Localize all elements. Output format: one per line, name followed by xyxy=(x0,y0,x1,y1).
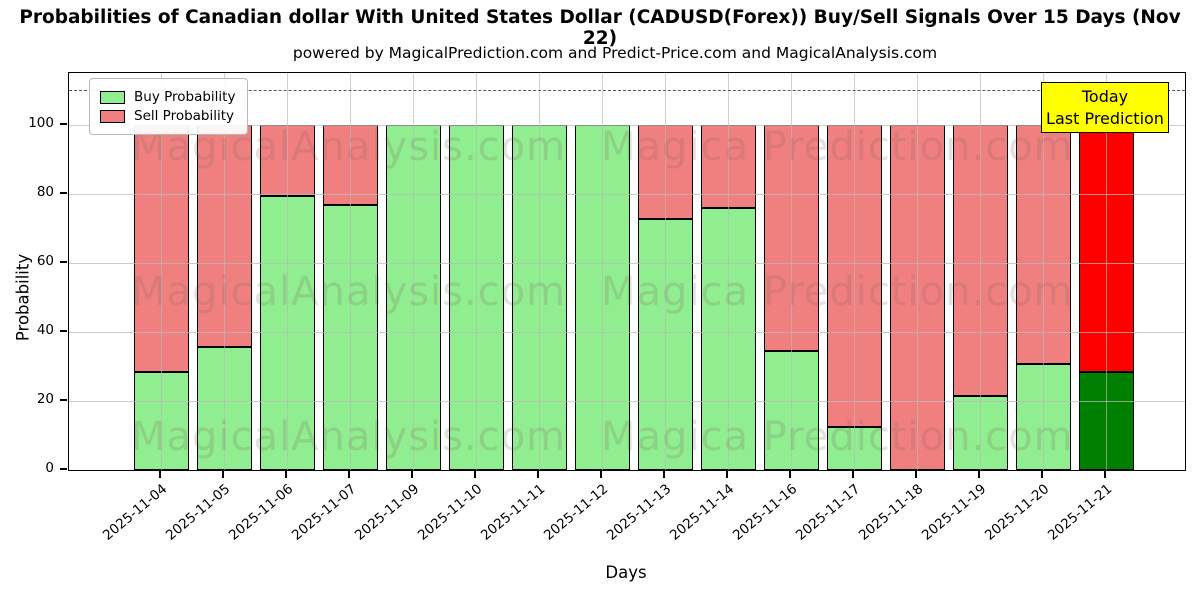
watermark-prediction-row1: Magica Prediction.com xyxy=(601,124,1074,170)
chart-title: Probabilities of Canadian dollar With Un… xyxy=(19,7,1181,49)
sell-swatch-icon xyxy=(100,109,125,123)
gridline-y-40 xyxy=(69,331,1185,333)
gridline-x-2025-11-21 xyxy=(1106,73,1107,470)
xtick-mark-2025-11-09 xyxy=(411,470,413,478)
xtick-mark-2025-11-19 xyxy=(978,470,980,478)
plot-area: MagicalAnalysis.com Magica Prediction.com… xyxy=(68,72,1186,471)
gridline-x-2025-11-19 xyxy=(980,73,981,470)
xtick-mark-2025-11-13 xyxy=(663,470,665,478)
xtick-mark-2025-11-04 xyxy=(159,470,161,478)
ytick-label-20: 20 xyxy=(36,390,54,407)
ytick-label-100: 100 xyxy=(28,114,54,131)
gridline-y-60 xyxy=(69,262,1185,264)
legend-item-buy: Buy Probability xyxy=(100,89,235,105)
gridline-x-2025-11-11 xyxy=(539,73,540,470)
ytick-label-40: 40 xyxy=(36,321,54,338)
gridline-x-2025-11-09 xyxy=(413,73,414,470)
legend-label-sell: Sell Probability xyxy=(134,108,235,124)
legend: Buy Probability Sell Probability xyxy=(89,78,249,135)
ytick-mark-60 xyxy=(60,261,67,263)
gridline-x-2025-11-18 xyxy=(917,73,918,470)
xtick-mark-2025-11-05 xyxy=(222,470,224,478)
xtick-mark-2025-11-20 xyxy=(1041,470,1043,478)
chart-subtitle: powered by MagicalPrediction.com and Pre… xyxy=(292,44,938,62)
legend-item-sell: Sell Probability xyxy=(100,108,235,124)
xtick-mark-2025-11-14 xyxy=(726,470,728,478)
xtick-mark-2025-11-07 xyxy=(348,470,350,478)
gridline-x-2025-11-07 xyxy=(350,73,351,470)
gridline-x-2025-11-20 xyxy=(1043,73,1044,470)
ytick-mark-80 xyxy=(60,192,67,194)
buy-swatch-icon xyxy=(100,90,125,104)
xtick-mark-2025-11-10 xyxy=(474,470,476,478)
gridline-x-2025-11-14 xyxy=(728,73,729,470)
y-axis-title: Probability xyxy=(13,253,33,342)
ytick-label-80: 80 xyxy=(36,183,54,200)
gridline-x-2025-11-12 xyxy=(602,73,603,470)
legend-label-buy: Buy Probability xyxy=(134,89,236,105)
today-annotation-line1: Today xyxy=(1081,87,1129,106)
watermark-prediction-row2: Magica Prediction.com xyxy=(601,269,1074,315)
xtick-mark-2025-11-06 xyxy=(285,470,287,478)
ytick-mark-100 xyxy=(60,123,67,125)
gridline-y-80 xyxy=(69,193,1185,195)
gridline-x-2025-11-13 xyxy=(665,73,666,470)
xtick-mark-2025-11-11 xyxy=(537,470,539,478)
gridline-x-2025-11-06 xyxy=(287,73,288,470)
gridline-x-2025-11-10 xyxy=(476,73,477,470)
ytick-label-60: 60 xyxy=(36,252,54,269)
gridline-x-2025-11-16 xyxy=(791,73,792,470)
today-annotation-box: Today Last Prediction xyxy=(1041,82,1169,134)
xtick-mark-2025-11-21 xyxy=(1104,470,1106,478)
gridline-x-2025-11-05 xyxy=(224,73,225,470)
gridline-x-2025-11-04 xyxy=(161,73,162,470)
watermark-prediction-row3: Magica Prediction.com xyxy=(601,414,1074,460)
ytick-label-0: 0 xyxy=(45,460,54,476)
ytick-mark-40 xyxy=(60,330,67,332)
xtick-mark-2025-11-17 xyxy=(852,470,854,478)
gridline-y-100 xyxy=(69,124,1185,126)
xtick-mark-2025-11-18 xyxy=(915,470,917,478)
x-axis-title: Days xyxy=(605,563,647,582)
today-annotation-line2: Last Prediction xyxy=(1046,108,1164,128)
dashed-guide-line xyxy=(69,90,1185,92)
watermark-analysis-row2: MagicalAnalysis.com xyxy=(131,269,567,315)
xtick-mark-2025-11-12 xyxy=(600,470,602,478)
xtick-mark-2025-11-16 xyxy=(789,470,791,478)
ytick-mark-20 xyxy=(60,399,67,401)
watermark-analysis-row3: MagicalAnalysis.com xyxy=(131,414,567,460)
ytick-mark-0 xyxy=(60,468,67,470)
gridline-y-20 xyxy=(69,400,1185,402)
gridline-x-2025-11-17 xyxy=(854,73,855,470)
